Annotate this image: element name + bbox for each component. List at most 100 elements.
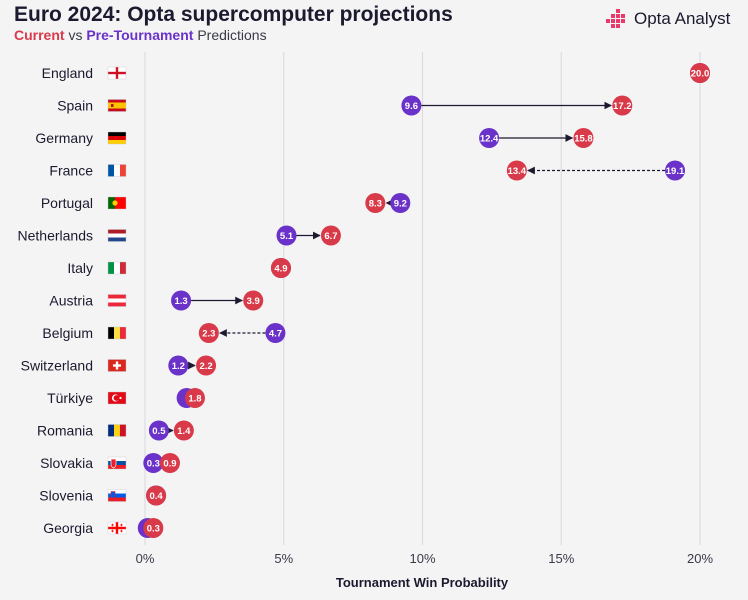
team-name: Slovenia <box>39 488 93 504</box>
turkiye-flag-icon <box>107 391 127 405</box>
pre-tournament-dot <box>479 128 500 148</box>
pre-tournament-value-label: 4.7 <box>269 329 282 340</box>
team-row: Spain 9.6 17.2 <box>57 95 633 116</box>
team-row: Romania 0.5 1.4 <box>37 420 194 441</box>
team-row: Netherlands 5.1 6.7 <box>18 225 341 246</box>
team-name: Romania <box>37 423 93 439</box>
team-row: Austria 1.3 3.9 <box>49 290 264 311</box>
team-name: Netherlands <box>18 228 94 244</box>
current-value-label: 17.2 <box>613 101 632 112</box>
current-dot <box>143 518 164 538</box>
chart-subtitle: Current vs Pre-Tournament Predictions <box>14 27 267 43</box>
belgium-flag-icon <box>107 326 127 340</box>
france-flag-icon <box>107 164 127 177</box>
pre-tournament-value-label: 0.3 <box>147 459 160 470</box>
subtitle-vs: vs <box>64 27 87 43</box>
current-value-label: 1.8 <box>188 394 201 405</box>
team-row: Slovakia 0.3 0.9 <box>40 453 180 473</box>
pre-tournament-dot <box>265 323 286 343</box>
chart-title: Euro 2024: Opta supercomputer projection… <box>14 3 453 26</box>
current-value-label: 0.9 <box>163 459 176 470</box>
current-value-label: 20.0 <box>691 69 710 80</box>
team-name: Spain <box>57 98 93 114</box>
pre-tournament-dot <box>390 193 411 213</box>
pre-tournament-value-label: 0.5 <box>152 426 166 437</box>
portugal-flag-icon <box>107 196 127 210</box>
grid-lines <box>144 52 701 545</box>
current-value-label: 13.4 <box>508 166 527 177</box>
team-row: Germany 12.4 15.8 <box>35 128 594 148</box>
pre-tournament-dot <box>276 225 297 246</box>
netherlands-flag-icon <box>107 229 127 242</box>
x-axis-ticks: 0% 5% 10% 15% 20% <box>136 551 714 566</box>
team-name: England <box>42 65 93 81</box>
team-row: England 20.0 <box>42 63 710 83</box>
current-dot <box>173 420 194 441</box>
pre-tournament-dot <box>665 160 686 181</box>
pre-tournament-value-label: 19.1 <box>666 166 685 177</box>
current-value-label: 15.8 <box>574 134 593 145</box>
pre-tournament-dot <box>401 95 422 116</box>
x-axis-label: Tournament Win Probability <box>336 575 509 590</box>
georgia-flag-icon <box>107 521 127 535</box>
team-name: Belgium <box>42 325 93 341</box>
team-name: Germany <box>35 130 93 146</box>
team-name: Georgia <box>43 520 93 536</box>
current-value-label: 2.2 <box>199 361 212 372</box>
current-value-label: 0.4 <box>149 491 163 502</box>
slovenia-flag-icon <box>107 489 127 502</box>
current-dot <box>506 160 527 181</box>
subtitle-pre-tournament: Pre-Tournament <box>86 27 194 43</box>
team-rows: England 20.0 Spain 9.6 17.2 Germany 12.4 15.8 Fr… <box>18 63 710 538</box>
opta-analyst-logo: Opta Analyst <box>606 8 730 30</box>
current-value-label: 0.3 <box>147 524 160 535</box>
team-name: Austria <box>49 293 93 309</box>
current-value-label: 6.7 <box>324 231 337 242</box>
pre-tournament-value-label: 1.3 <box>174 296 187 307</box>
spain-flag-icon <box>107 99 127 112</box>
team-row: Slovenia 0.4 <box>39 485 167 506</box>
england-flag-icon <box>107 66 127 80</box>
current-dot <box>365 193 386 213</box>
team-name: Slovakia <box>40 455 93 471</box>
current-dot <box>243 290 264 311</box>
current-dot <box>320 225 341 246</box>
team-row: Italy 4.9 <box>67 258 291 278</box>
current-value-label: 1.4 <box>177 426 191 437</box>
team-name: Portugal <box>41 195 93 211</box>
switzerland-flag-icon <box>107 359 127 372</box>
pre-tournament-dot <box>168 355 189 376</box>
team-row: Georgia 0.3 <box>43 518 164 538</box>
current-dot <box>196 355 217 376</box>
current-dot <box>198 323 219 343</box>
team-name: Italy <box>67 260 93 276</box>
pre-tournament-dot <box>148 420 169 441</box>
current-dot <box>159 453 180 473</box>
pre-tournament-value-label: 12.4 <box>480 134 499 145</box>
team-name: Switzerland <box>21 358 93 374</box>
current-dot <box>612 95 633 116</box>
team-row: Portugal 9.2 8.3 <box>41 193 411 213</box>
team-row: Belgium 4.7 2.3 <box>42 323 286 343</box>
pre-tournament-dot <box>171 290 192 311</box>
team-name: France <box>49 163 93 179</box>
x-tick-label: 20% <box>687 551 713 566</box>
current-value-label: 3.9 <box>247 296 260 307</box>
current-value-label: 8.3 <box>369 199 382 210</box>
team-row: Türkiye 1.8 <box>47 388 205 408</box>
x-tick-label: 15% <box>548 551 574 566</box>
opta-logo-icon <box>606 9 625 28</box>
pre-tournament-value-label: 5.1 <box>280 231 294 242</box>
current-dot <box>184 388 205 408</box>
germany-flag-icon <box>107 131 127 145</box>
current-value-label: 2.3 <box>202 329 215 340</box>
logo-text: Opta Analyst <box>634 9 731 28</box>
italy-flag-icon <box>107 261 127 275</box>
current-value-label: 4.9 <box>274 264 287 275</box>
current-dot <box>270 258 291 278</box>
subtitle-current: Current <box>14 27 65 43</box>
x-tick-label: 10% <box>409 551 435 566</box>
team-name: Türkiye <box>47 390 93 406</box>
austria-flag-icon <box>107 294 127 307</box>
